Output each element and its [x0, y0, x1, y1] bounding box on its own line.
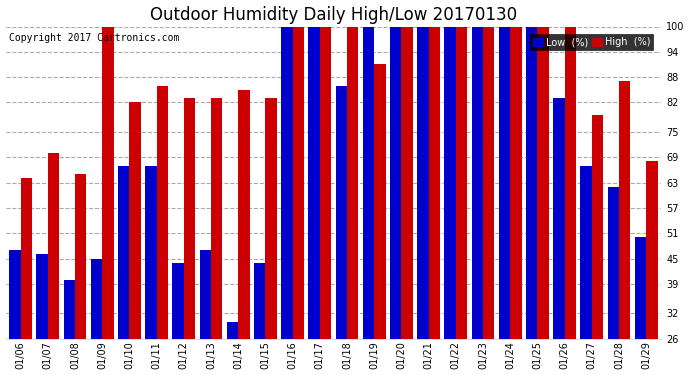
Bar — [335, 86, 347, 375]
Bar — [526, 27, 538, 375]
Bar — [347, 27, 358, 375]
Bar — [21, 178, 32, 375]
Bar — [254, 263, 266, 375]
Bar — [363, 27, 374, 375]
Bar — [417, 27, 428, 375]
Bar — [308, 27, 319, 375]
Bar — [227, 322, 238, 375]
Bar — [75, 174, 86, 375]
Bar — [619, 81, 631, 375]
Bar — [266, 98, 277, 375]
Bar — [456, 27, 467, 375]
Bar — [319, 27, 331, 375]
Bar — [129, 102, 141, 375]
Bar — [499, 27, 510, 375]
Bar — [580, 166, 592, 375]
Bar — [199, 250, 211, 375]
Bar — [172, 263, 184, 375]
Bar — [608, 187, 619, 375]
Bar — [564, 27, 576, 375]
Bar — [48, 153, 59, 375]
Bar — [483, 27, 495, 375]
Bar — [471, 27, 483, 375]
Bar — [390, 27, 402, 375]
Bar — [281, 27, 293, 375]
Bar — [444, 27, 456, 375]
Bar — [538, 27, 549, 375]
Bar — [293, 27, 304, 375]
Legend: Low  (%), High  (%): Low (%), High (%) — [531, 34, 653, 50]
Bar — [374, 64, 386, 375]
Title: Outdoor Humidity Daily High/Low 20170130: Outdoor Humidity Daily High/Low 20170130 — [150, 6, 517, 24]
Text: Copyright 2017 Cartronics.com: Copyright 2017 Cartronics.com — [9, 33, 179, 43]
Bar — [592, 115, 603, 375]
Bar — [63, 280, 75, 375]
Bar — [647, 162, 658, 375]
Bar — [428, 27, 440, 375]
Bar — [9, 250, 21, 375]
Bar — [118, 166, 129, 375]
Bar — [238, 90, 250, 375]
Bar — [184, 98, 195, 375]
Bar — [37, 254, 48, 375]
Bar — [510, 27, 522, 375]
Bar — [90, 258, 102, 375]
Bar — [157, 86, 168, 375]
Bar — [102, 27, 114, 375]
Bar — [211, 98, 222, 375]
Bar — [635, 237, 647, 375]
Bar — [553, 98, 564, 375]
Bar — [145, 166, 157, 375]
Bar — [402, 27, 413, 375]
